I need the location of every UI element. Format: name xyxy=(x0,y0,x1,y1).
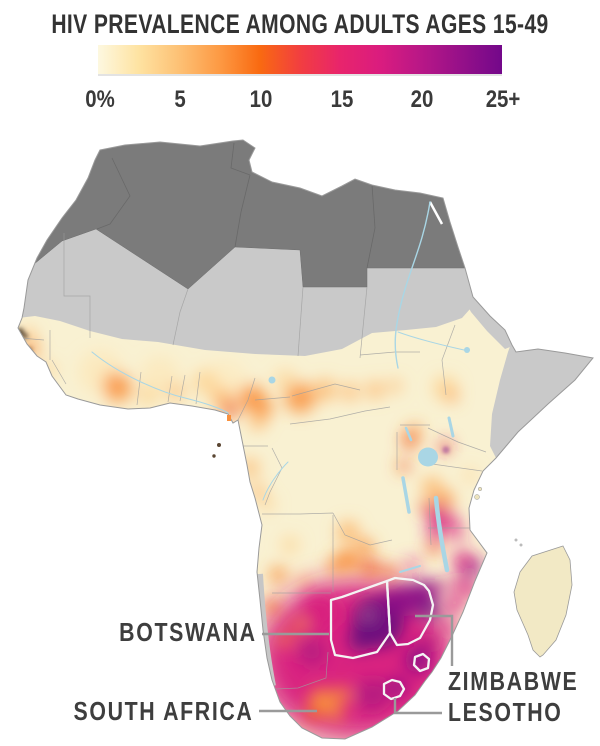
botswana-outline xyxy=(329,579,392,660)
botswana-label: BOTSWANA xyxy=(119,617,257,647)
legend-tick-15: 15 xyxy=(330,86,354,113)
legend-tick-25: 25+ xyxy=(485,86,521,113)
lesotho-outline xyxy=(382,678,406,701)
southern-africa-detail-blobs xyxy=(264,548,477,722)
lakes-and-rivers xyxy=(91,201,470,573)
zimbabwe-outline xyxy=(385,576,435,647)
continent-fill xyxy=(18,140,593,739)
small-islands xyxy=(212,415,523,547)
eswatini-outline xyxy=(412,652,431,673)
lesotho-label: LESOTHO xyxy=(448,697,563,727)
label-leader-lines xyxy=(259,614,454,715)
zimbabwe-label: ZIMBABWE xyxy=(448,666,579,696)
zimbabwe-leader-line xyxy=(415,614,454,666)
legend-tick-10: 10 xyxy=(249,86,273,113)
eritrea-coast-gray xyxy=(463,288,515,349)
south-africa-label: SOUTH AFRICA xyxy=(73,696,253,726)
highlighted-country-outlines xyxy=(329,576,435,701)
continent-coastline xyxy=(17,139,594,740)
lesotho-leader-line xyxy=(393,698,442,715)
legend-tick-0: 0% xyxy=(85,86,115,113)
madagascar xyxy=(513,545,573,658)
legend-gradient-bar xyxy=(98,45,502,76)
north-africa-internal-borders xyxy=(96,142,376,269)
legend-tick-20: 20 xyxy=(410,86,434,113)
country-borders xyxy=(19,233,487,690)
suez-gap xyxy=(428,201,444,225)
legend-tick-5: 5 xyxy=(174,86,186,113)
chart-title: HIV PREVALENCE AMONG ADULTS AGES 15-49 xyxy=(51,9,549,39)
somalia-sparse-gray xyxy=(490,330,593,458)
